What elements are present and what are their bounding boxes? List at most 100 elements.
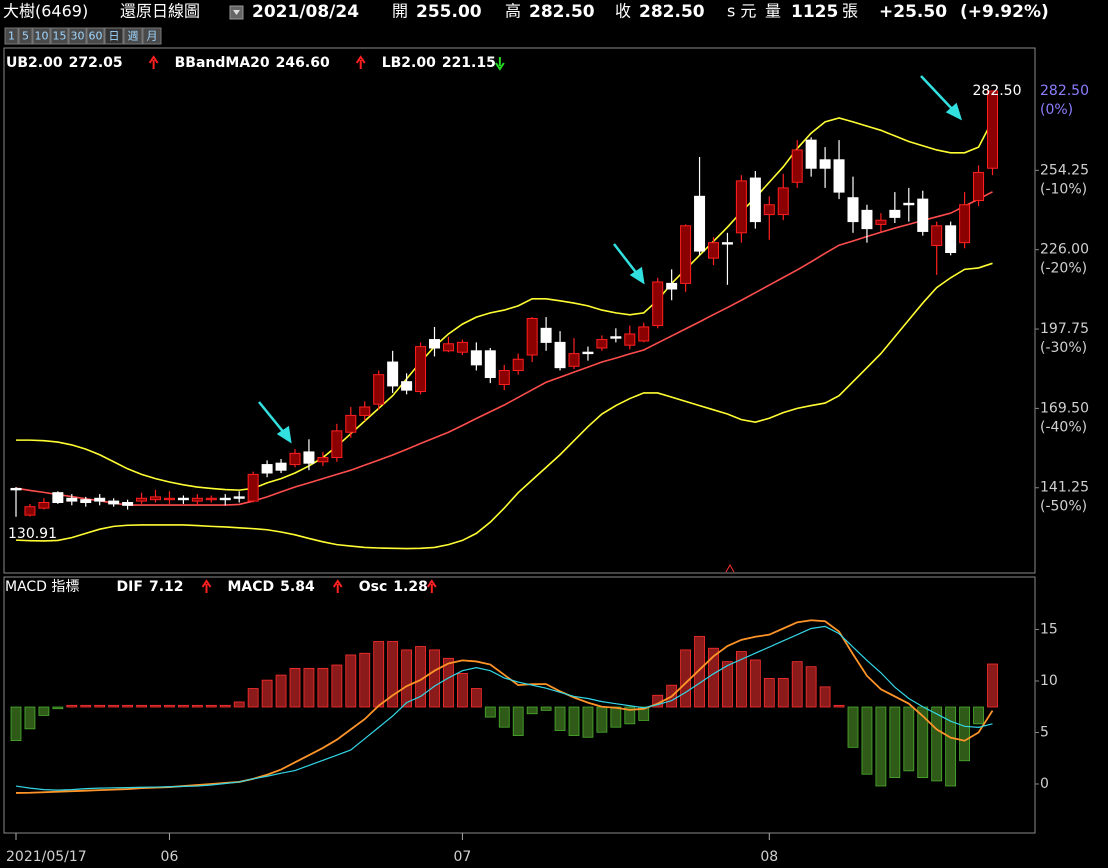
x-tick-label: 07 [453, 849, 471, 865]
osc-bar [136, 704, 147, 708]
dropdown-arrow [233, 10, 240, 15]
osc-bar [987, 663, 998, 708]
osc-bar [289, 667, 301, 708]
candle-body [819, 159, 831, 169]
x-tick-label: 2021/05/17 [6, 849, 87, 865]
osc-bar [931, 706, 943, 782]
osc-bar [38, 706, 50, 716]
period-button[interactable] [68, 27, 87, 45]
candle-body [903, 202, 915, 206]
candle-body [345, 414, 357, 433]
pointer-arrow [920, 75, 955, 112]
period-button-label: 月 [147, 30, 158, 43]
candle-body [973, 171, 985, 202]
osc-bar [610, 706, 622, 728]
period-button[interactable] [104, 27, 124, 45]
candle-body [498, 369, 510, 386]
y-tick-label: 141.25 [1040, 480, 1089, 496]
trend-arrow [355, 55, 366, 69]
osc-bar [108, 704, 120, 708]
candle-body [959, 204, 971, 244]
osc-bar [261, 679, 273, 708]
band-line [16, 117, 994, 491]
period-button-label: 10 [35, 30, 49, 43]
period-button[interactable] [32, 27, 51, 45]
osc-bar [945, 706, 957, 787]
candle-body [666, 282, 678, 290]
change: +25.50 [879, 2, 947, 22]
osc-bar [694, 636, 705, 708]
candle-body [596, 339, 608, 349]
legend-name: LB2.00 [382, 55, 436, 71]
osc-bar [903, 706, 915, 772]
candle-body [694, 195, 706, 252]
candle-body [66, 497, 78, 502]
osc-bar [833, 704, 845, 708]
osc-bar [526, 706, 538, 715]
osc-bar [94, 704, 106, 708]
osc-bar [875, 706, 887, 787]
osc-bar [805, 666, 817, 708]
period-button-label: 60 [89, 30, 103, 43]
candle-body [219, 497, 231, 501]
legend-value: 221.15 [442, 55, 496, 71]
y-tick-label: 15 [1040, 622, 1058, 638]
osc-bar [749, 659, 761, 708]
open-value: 255.00 [416, 2, 482, 22]
osc-bar [540, 706, 552, 711]
candle-body [150, 496, 161, 501]
osc-bar [303, 667, 315, 708]
legend-value: 5.84 [280, 579, 315, 595]
osc-bar [777, 678, 789, 708]
period-button[interactable] [18, 27, 33, 45]
legend-value: 246.60 [276, 55, 330, 71]
trend-arrow [148, 55, 159, 69]
period-button-label: 1 [8, 30, 15, 43]
volume-unit: 張 [842, 2, 858, 21]
candle-body [470, 350, 482, 366]
osc-bar [568, 706, 580, 736]
osc-bar [498, 706, 510, 728]
panel-title: MACD 指標 [5, 579, 79, 595]
candle-body [108, 500, 120, 505]
legend-name: MACD [228, 579, 275, 595]
legend-value: 1.28 [393, 579, 428, 595]
candle-body [415, 346, 427, 393]
period-button-label: 日 [109, 30, 120, 43]
period-button[interactable] [50, 27, 69, 45]
candle-body [359, 406, 371, 416]
period-button[interactable] [86, 27, 105, 45]
price-marker-label: 282.50 [1040, 83, 1089, 99]
candle-body [931, 225, 943, 246]
trend-arrow [426, 579, 437, 593]
y-tick-label: 10 [1040, 673, 1058, 689]
period-button[interactable] [4, 27, 19, 45]
y-tick-label: 169.50 [1040, 400, 1089, 416]
y-tick-percent: (-10%) [1040, 181, 1087, 197]
osc-bar [470, 688, 482, 708]
trend-arrow [201, 579, 212, 593]
close-value: 282.50 [639, 2, 705, 22]
candle-body [10, 487, 22, 491]
candle-body [987, 90, 998, 169]
period-button[interactable] [123, 27, 143, 45]
osc-bar [736, 651, 747, 708]
close-label: 收 [615, 2, 631, 21]
period-button-label: 5 [22, 30, 29, 43]
candle-body [163, 497, 175, 501]
candle-body [540, 327, 552, 343]
period-button[interactable] [142, 27, 162, 45]
volume-value: 1125 [791, 2, 838, 22]
y-tick-label: 0 [1040, 776, 1049, 792]
y-tick-percent: (-50%) [1040, 499, 1087, 515]
candle-body [275, 462, 287, 471]
legend-value: 272.05 [69, 55, 123, 71]
candle-body [833, 159, 845, 193]
osc-bar [233, 701, 245, 708]
osc-bar [722, 661, 733, 708]
y-tick-percent: (-30%) [1040, 340, 1087, 356]
legend-name: BBandMA20 [175, 55, 270, 71]
y-tick-label: 254.25 [1040, 162, 1089, 178]
osc-bar [66, 704, 78, 708]
